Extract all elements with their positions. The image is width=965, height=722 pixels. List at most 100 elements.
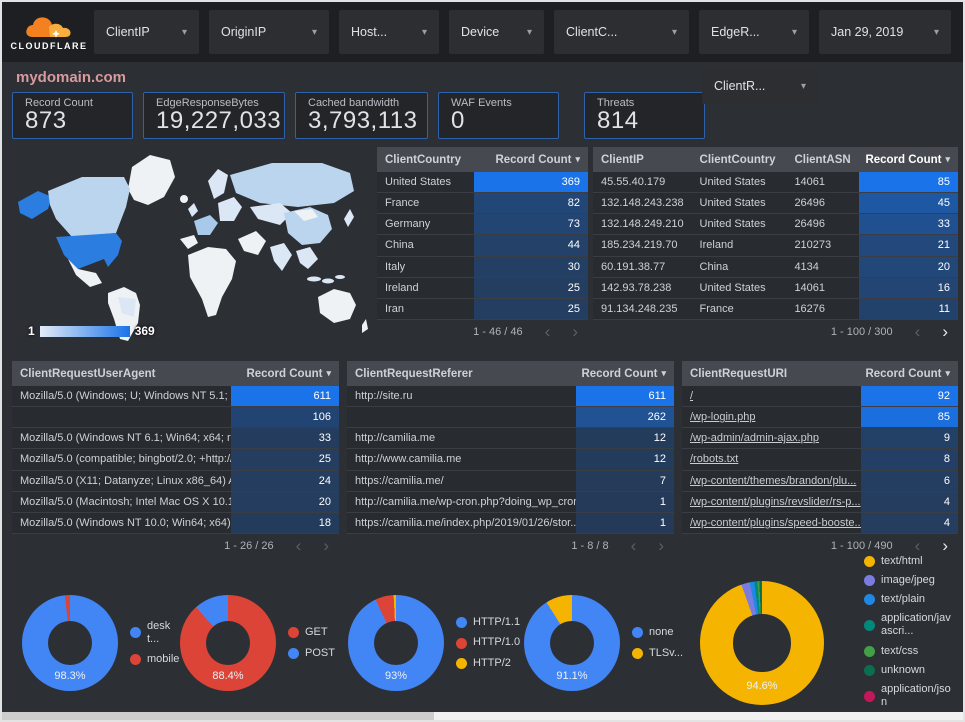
sort-icon[interactable]: ▾ bbox=[945, 368, 950, 378]
table-row[interactable]: Italy 30 bbox=[377, 256, 588, 278]
column-header[interactable]: Record Count ▾ bbox=[246, 367, 331, 380]
next-page-icon[interactable]: › bbox=[942, 536, 948, 555]
table-row[interactable]: http://camilia.me/wp-cron.php?doing_wp_c… bbox=[347, 491, 674, 513]
column-header[interactable]: Record Count ▾ bbox=[495, 153, 580, 166]
table-row[interactable]: France 82 bbox=[377, 193, 588, 215]
filter-clientrequest[interactable]: ClientR... ▾ bbox=[702, 68, 818, 104]
table-row[interactable]: /wp-login.php 85 bbox=[682, 407, 958, 429]
table-row[interactable]: /robots.txt 8 bbox=[682, 449, 958, 471]
filter-clientip[interactable]: ClientIP ▾ bbox=[94, 10, 199, 54]
column-header[interactable]: Record Count ▾ bbox=[865, 153, 950, 166]
table-row[interactable]: http://www.camilia.me 12 bbox=[347, 449, 674, 471]
table-row[interactable]: / 92 bbox=[682, 386, 958, 408]
filter-clientcountry[interactable]: ClientC... ▾ bbox=[554, 10, 689, 54]
table-row[interactable]: 60.191.38.77 China 4134 20 bbox=[593, 256, 958, 278]
column-header[interactable]: Record Count ▾ bbox=[865, 367, 950, 380]
table-row[interactable]: /wp-admin/admin-ajax.php 9 bbox=[682, 428, 958, 450]
legend-item[interactable]: unknown bbox=[864, 664, 953, 677]
next-page-icon[interactable]: › bbox=[658, 536, 664, 555]
legend-item[interactable]: GET bbox=[288, 626, 335, 639]
table-row[interactable]: Mozilla/5.0 (compatible; bingbot/2.0; +h… bbox=[12, 449, 339, 471]
legend-item[interactable]: text/css bbox=[864, 645, 953, 658]
next-page-icon[interactable]: › bbox=[942, 322, 948, 341]
tls-version-donut[interactable]: 91.1% none TLSv... bbox=[524, 568, 686, 718]
table-row[interactable]: Ireland 25 bbox=[377, 277, 588, 299]
prev-page-icon[interactable]: ‹ bbox=[914, 322, 921, 341]
table-row[interactable]: Mozilla/5.0 (Windows NT 10.0; Win64; x64… bbox=[12, 512, 339, 534]
table-row[interactable]: https://camilia.me/index.php/2019/01/26/… bbox=[347, 512, 674, 534]
column-header[interactable]: Record Count ▾ bbox=[581, 367, 666, 380]
donut-ring[interactable]: 94.6% bbox=[700, 581, 824, 705]
column-header[interactable]: ClientCountry bbox=[699, 153, 776, 166]
device-type-donut[interactable]: 98.3% deskt... mobile bbox=[12, 568, 180, 718]
column-header[interactable]: ClientIP bbox=[601, 153, 644, 166]
table-row[interactable]: /wp-content/plugins/revslider/rs-p... 4 bbox=[682, 491, 958, 513]
sort-icon[interactable]: ▾ bbox=[945, 154, 950, 164]
column-header[interactable]: ClientRequestReferer bbox=[355, 367, 473, 380]
prev-page-icon[interactable]: ‹ bbox=[295, 536, 302, 555]
geo-map-chart[interactable]: 1 369 bbox=[12, 147, 372, 344]
prev-page-icon[interactable]: ‹ bbox=[630, 536, 637, 555]
table-row[interactable]: /wp-content/themes/brandon/plu... 6 bbox=[682, 470, 958, 492]
http-version-donut[interactable]: 93% HTTP/1.1 HTTP/1.0 HTTP/2 bbox=[348, 568, 524, 718]
table-row[interactable]: 262 bbox=[347, 407, 674, 429]
legend-item[interactable]: application/json bbox=[864, 683, 953, 709]
content-type-donut[interactable]: 94.6% text/html image/jpeg text/plain appli… bbox=[686, 555, 953, 720]
column-header[interactable]: ClientCountry bbox=[385, 153, 462, 166]
donut-ring[interactable]: 93% bbox=[348, 595, 444, 691]
table-row[interactable]: United States 369 bbox=[377, 172, 588, 194]
column-header[interactable]: ClientRequestURI bbox=[690, 367, 788, 380]
table-row[interactable]: Germany 73 bbox=[377, 214, 588, 236]
table-row[interactable]: 142.93.78.238 United States 14061 16 bbox=[593, 277, 958, 299]
table-row[interactable]: Mozilla/5.0 (X11; Datanyze; Linux x86_64… bbox=[12, 470, 339, 492]
column-header[interactable]: ClientRequestUserAgent bbox=[20, 367, 156, 380]
legend-item[interactable]: text/html bbox=[864, 555, 953, 568]
table-row[interactable]: 132.148.249.210 United States 26496 33 bbox=[593, 214, 958, 236]
table-row[interactable]: Mozilla/5.0 (Macintosh; Intel Mac OS X 1… bbox=[12, 491, 339, 513]
legend-item[interactable]: deskt... bbox=[130, 620, 180, 646]
prev-page-icon[interactable]: ‹ bbox=[914, 536, 921, 555]
legend-item[interactable]: none bbox=[632, 626, 683, 639]
legend-item[interactable]: HTTP/2 bbox=[456, 657, 520, 670]
table-row[interactable]: /wp-content/plugins/speed-booste... 4 bbox=[682, 512, 958, 534]
donut-ring[interactable]: 98.3% bbox=[22, 595, 118, 691]
table-row[interactable]: Iran 25 bbox=[377, 298, 588, 320]
table-row[interactable]: 106 bbox=[12, 407, 339, 429]
table-row[interactable]: http://camilia.me 12 bbox=[347, 428, 674, 450]
legend-item[interactable]: HTTP/1.0 bbox=[456, 636, 520, 649]
table-row[interactable]: Mozilla/5.0 (Windows NT 6.1; Win64; x64;… bbox=[12, 428, 339, 450]
next-page-icon[interactable]: › bbox=[323, 536, 329, 555]
legend-item[interactable]: HTTP/1.1 bbox=[456, 616, 520, 629]
filter-host[interactable]: Host... ▾ bbox=[339, 10, 439, 54]
next-page-icon[interactable]: › bbox=[572, 322, 578, 341]
scrollbar-thumb[interactable] bbox=[2, 712, 435, 720]
table-row[interactable]: 132.148.243.238 United States 26496 45 bbox=[593, 193, 958, 215]
donut-ring[interactable]: 88.4% bbox=[180, 595, 276, 691]
filter-device[interactable]: Device ▾ bbox=[449, 10, 544, 54]
column-header[interactable]: ClientASN bbox=[794, 153, 851, 166]
sort-icon[interactable]: ▾ bbox=[661, 368, 666, 378]
table-row[interactable]: 91.134.248.235 France 16276 11 bbox=[593, 298, 958, 320]
legend-item[interactable]: TLSv... bbox=[632, 647, 683, 660]
legend-item[interactable]: text/plain bbox=[864, 593, 953, 606]
sort-icon[interactable]: ▾ bbox=[575, 154, 580, 164]
prev-page-icon[interactable]: ‹ bbox=[544, 322, 551, 341]
legend-item[interactable]: mobile bbox=[130, 653, 180, 666]
table-row[interactable]: 185.234.219.70 Ireland 210273 21 bbox=[593, 235, 958, 257]
table-row[interactable]: https://camilia.me/7 bbox=[347, 470, 674, 492]
table-row[interactable]: 45.55.40.179 United States 14061 85 bbox=[593, 172, 958, 194]
table-row[interactable]: China 44 bbox=[377, 235, 588, 257]
legend-item[interactable]: image/jpeg bbox=[864, 574, 953, 587]
legend-item[interactable]: POST bbox=[288, 647, 335, 660]
date-range-filter[interactable]: Jan 29, 2019 ▾ bbox=[819, 10, 951, 54]
request-method-donut[interactable]: 88.4% GET POST bbox=[180, 568, 348, 718]
table-row[interactable]: http://site.ru 611 bbox=[347, 386, 674, 408]
table-row[interactable]: Mozilla/5.0 (Windows; U; Windows NT 5.1;… bbox=[12, 386, 339, 408]
world-map[interactable] bbox=[12, 147, 372, 344]
sort-icon[interactable]: ▾ bbox=[326, 368, 331, 378]
donut-ring[interactable]: 91.1% bbox=[524, 595, 620, 691]
legend-item[interactable]: application/javascri... bbox=[864, 612, 953, 638]
horizontal-scrollbar[interactable] bbox=[2, 712, 963, 720]
filter-originip[interactable]: OriginIP ▾ bbox=[209, 10, 329, 54]
filter-edgeresponse[interactable]: EdgeR... ▾ bbox=[699, 10, 809, 54]
